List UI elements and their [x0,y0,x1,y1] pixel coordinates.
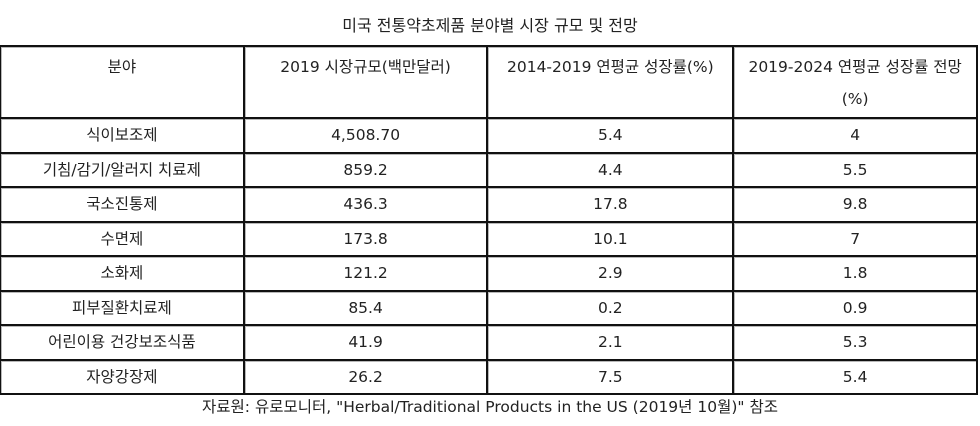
cell-cagr-forecast: 5.5 [734,153,978,188]
cell-cagr-forecast: 7 [734,222,978,257]
cell-market-size: 85.4 [244,291,489,326]
cell-category: 피부질환치료제 [1,291,245,326]
table-row: 피부질환치료제 85.4 0.2 0.9 [1,291,978,326]
cell-cagr-forecast: 4 [734,119,978,154]
cell-category: 소화제 [1,257,245,292]
cell-cagr-past: 7.5 [488,360,735,395]
table-row: 국소진통제 436.3 17.8 9.8 [1,188,978,223]
table-caption: 미국 전통약초제품 분야별 시장 규모 및 전망 [342,16,638,35]
cell-market-size: 173.8 [244,222,489,257]
cell-cagr-forecast: 0.9 [734,291,978,326]
cell-cagr-forecast: 5.4 [734,360,978,395]
header-category: 분야 [1,47,245,119]
table-row: 어린이용 건강보조식품 41.9 2.1 5.3 [1,326,978,361]
header-row: 분야 2019 시장규모(백만달러) 2014-2019 연평균 성장률(%) … [1,47,978,119]
cell-cagr-forecast: 9.8 [734,188,978,223]
cell-cagr-past: 10.1 [488,222,735,257]
cell-category: 수면제 [1,222,245,257]
cell-cagr-past: 0.2 [488,291,735,326]
cell-cagr-past: 4.4 [488,153,735,188]
table-row: 수면제 173.8 10.1 7 [1,222,978,257]
header-cagr-2014-2019: 2014-2019 연평균 성장률(%) [488,47,735,119]
cell-cagr-past: 17.8 [488,188,735,223]
table-row: 소화제 121.2 2.9 1.8 [1,257,978,292]
cell-market-size: 26.2 [244,360,489,395]
cell-category: 식이보조제 [1,119,245,154]
header-cagr-forecast-2019-2024: 2019-2024 연평균 성장률 전망(%) [734,47,978,119]
cell-category: 기침/감기/알러지 치료제 [1,153,245,188]
cell-cagr-forecast: 1.8 [734,257,978,292]
cell-category: 어린이용 건강보조식품 [1,326,245,361]
market-size-table: 분야 2019 시장규모(백만달러) 2014-2019 연평균 성장률(%) … [0,45,978,395]
source-note: 자료원: 유로모니터, "Herbal/Traditional Products… [202,398,778,416]
cell-market-size: 859.2 [244,153,489,188]
cell-category: 국소진통제 [1,188,245,223]
header-market-size-2019: 2019 시장규모(백만달러) [244,47,489,119]
cell-category: 자양강장제 [1,360,245,395]
cell-market-size: 121.2 [244,257,489,292]
table-row: 자양강장제 26.2 7.5 5.4 [1,360,978,395]
cell-market-size: 436.3 [244,188,489,223]
cell-cagr-forecast: 5.3 [734,326,978,361]
cell-cagr-past: 5.4 [488,119,735,154]
cell-cagr-past: 2.9 [488,257,735,292]
cell-market-size: 4,508.70 [244,119,489,154]
table-row: 식이보조제 4,508.70 5.4 4 [1,119,978,154]
cell-cagr-past: 2.1 [488,326,735,361]
cell-market-size: 41.9 [244,326,489,361]
table-row: 기침/감기/알러지 치료제 859.2 4.4 5.5 [1,153,978,188]
